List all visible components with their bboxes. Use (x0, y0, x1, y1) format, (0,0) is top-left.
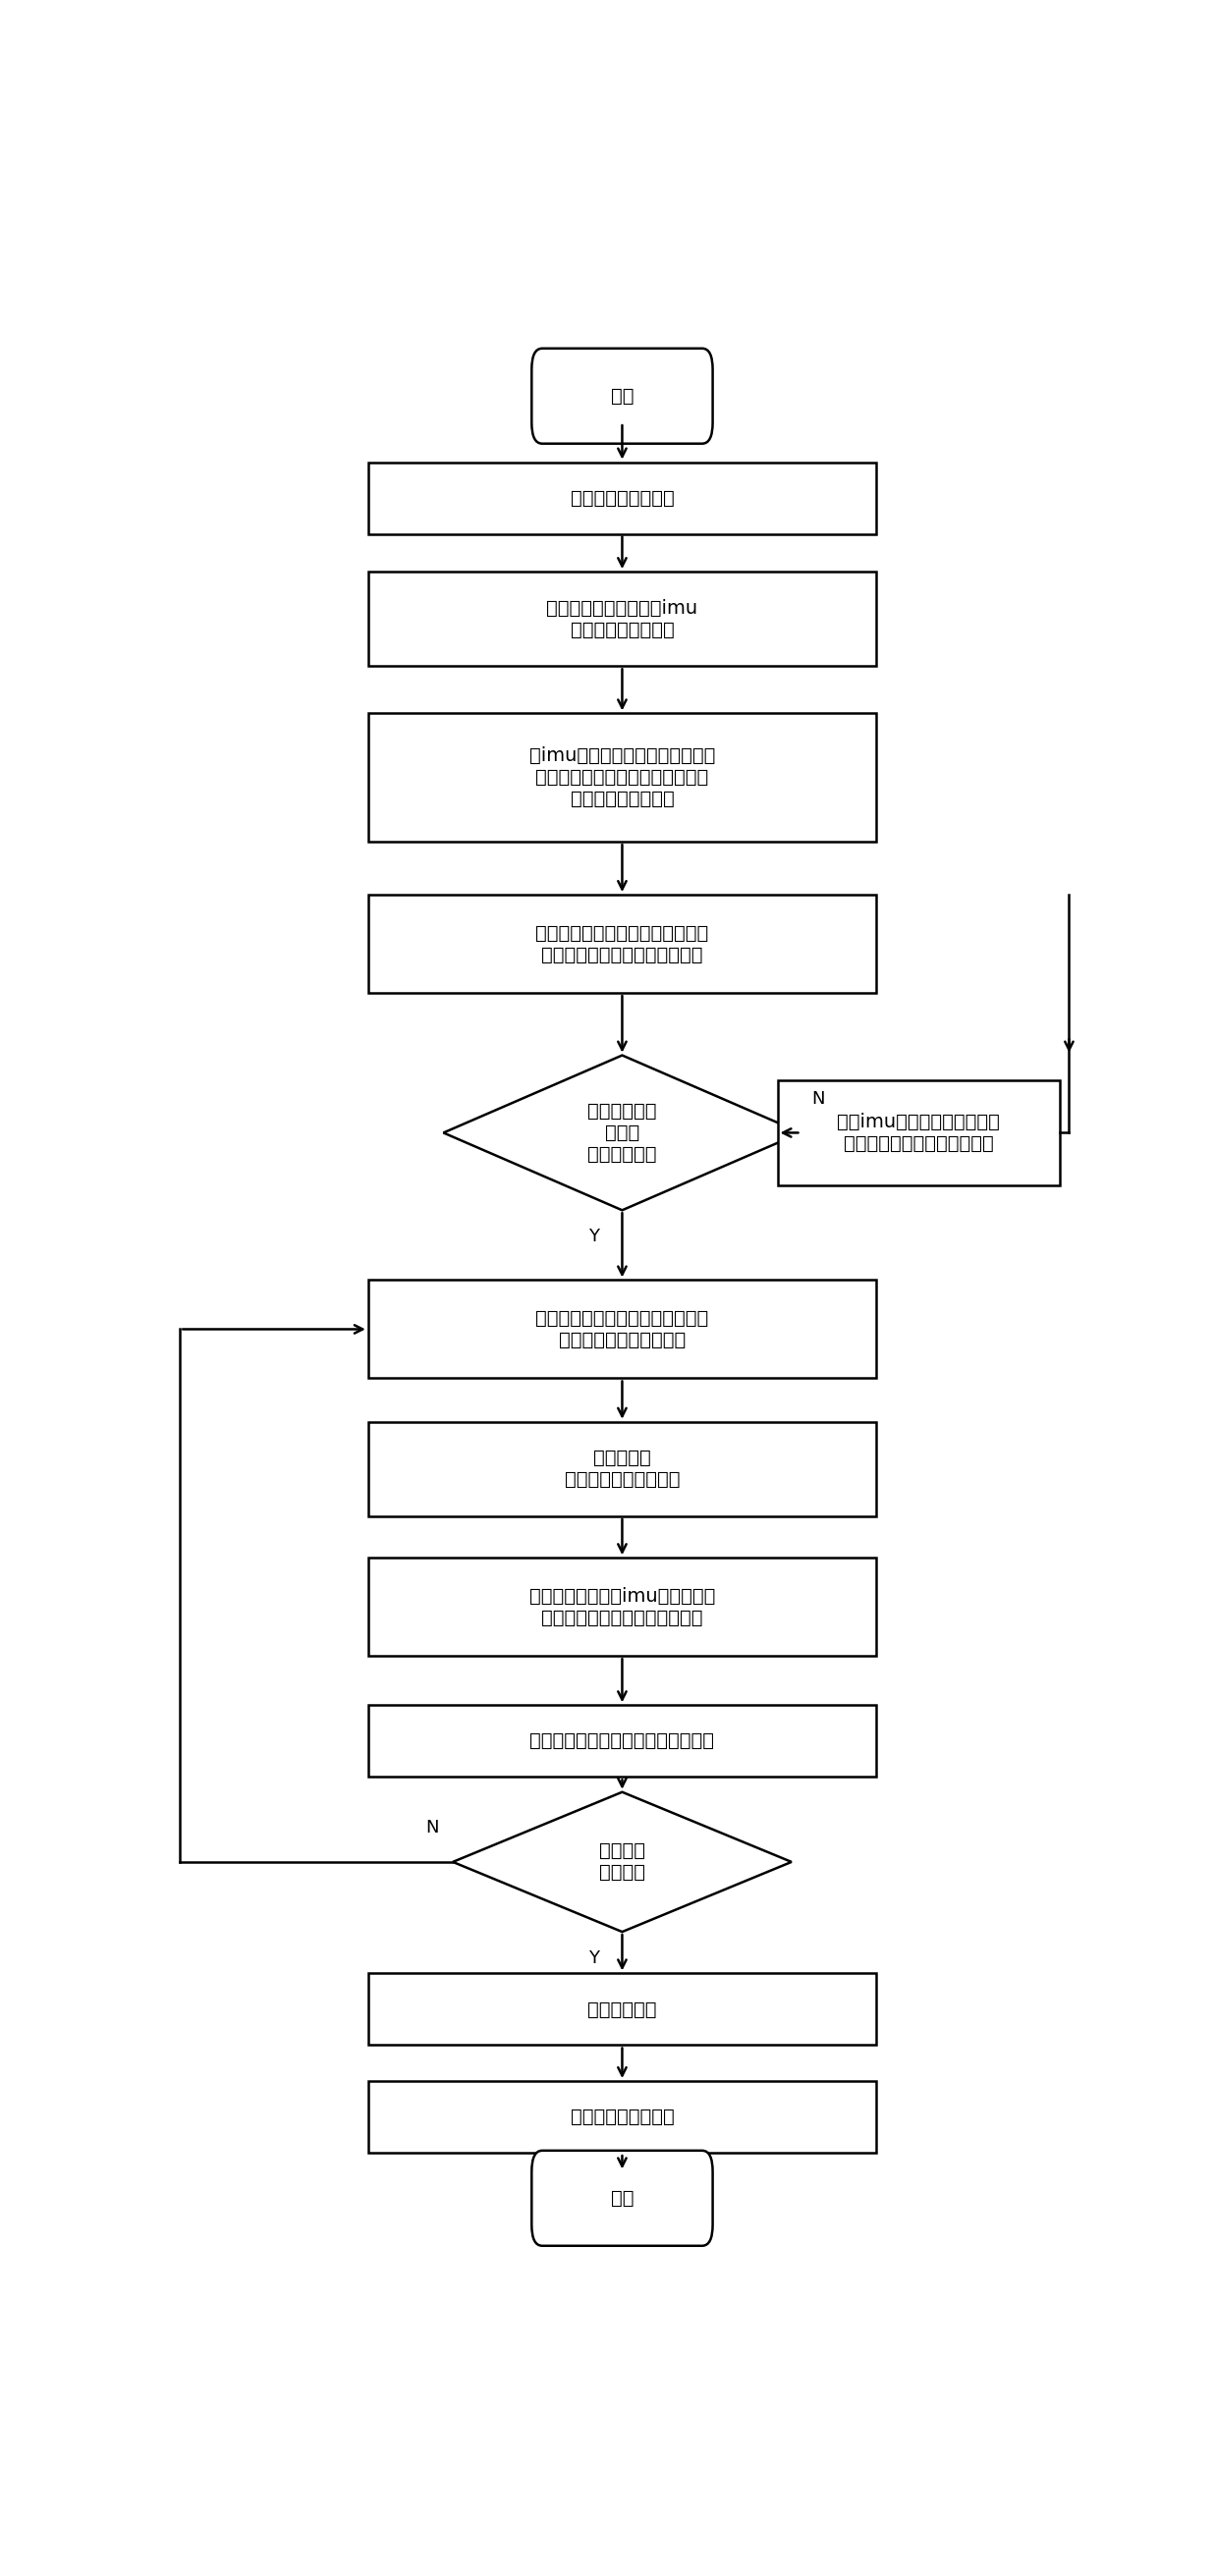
Bar (368, 1280, 877, 1378)
Bar (368, 894, 877, 992)
Text: 通过imu获得帧间运动数据，
并通过局部点云配准进行优化: 通过imu获得帧间运动数据， 并通过局部点云配准进行优化 (838, 1113, 1000, 1154)
Bar (368, 572, 877, 667)
Bar (368, 2081, 877, 2154)
Bar (368, 1705, 877, 1777)
Text: N: N (425, 1819, 438, 1837)
Text: N: N (811, 1090, 824, 1108)
Text: 设置激光雷达、相机与imu
参数并进行数据采集: 设置激光雷达、相机与imu 参数并进行数据采集 (546, 598, 698, 639)
FancyBboxPatch shape (532, 348, 713, 443)
Bar (777, 1079, 1060, 1185)
Bar (368, 1558, 877, 1656)
Text: 通过相机获得特征点所维护的单词库: 通过相机获得特征点所维护的单词库 (529, 1731, 715, 1749)
Text: 优化全部帧及点云图: 优化全部帧及点云图 (571, 2107, 674, 2125)
Text: 环境光照稳定
且点云
纹理信息丰富: 环境光照稳定 且点云 纹理信息丰富 (588, 1103, 657, 1164)
Text: 对imu数据预积分，通过视觉特征
点抑制其误差实时获取帧间位姿变
换信息与特征点信息: 对imu数据预积分，通过视觉特征 点抑制其误差实时获取帧间位姿变 换信息与特征点… (529, 747, 715, 809)
Text: 开始: 开始 (611, 386, 634, 404)
Text: Y: Y (589, 1229, 600, 1244)
Text: 配准特征点与激光点云插値出特征
点距离，并对特征点对赋予权重: 配准特征点与激光点云插値出特征 点距离，并对特征点对赋予权重 (535, 925, 709, 963)
Text: 连续多帧
为回环帧: 连续多帧 为回环帧 (599, 1842, 646, 1883)
Text: 标定激光雷达和相机: 标定激光雷达和相机 (571, 489, 674, 507)
Polygon shape (443, 1056, 801, 1211)
Text: 将点云加入
运动估计模型约束处理: 将点云加入 运动估计模型约束处理 (565, 1448, 680, 1489)
Bar (368, 714, 877, 842)
FancyBboxPatch shape (532, 2151, 713, 2246)
Text: Y: Y (589, 1950, 600, 1968)
Polygon shape (453, 1793, 792, 1932)
Bar (368, 1973, 877, 2045)
Text: 开启闭环检测: 开启闭环检测 (588, 1999, 657, 2020)
Bar (368, 1422, 877, 1517)
Text: 计算位姿变换获得连续跟踪的特征
点的深度信息并赋予权重: 计算位姿变换获得连续跟踪的特征 点的深度信息并赋予权重 (535, 1309, 709, 1350)
Text: 结束: 结束 (611, 2190, 634, 2208)
Bar (368, 461, 877, 533)
Text: 根据特征点数量及imu激励判断是
否需要插入关键帧进行局部优化: 根据特征点数量及imu激励判断是 否需要插入关键帧进行局部优化 (529, 1587, 715, 1628)
